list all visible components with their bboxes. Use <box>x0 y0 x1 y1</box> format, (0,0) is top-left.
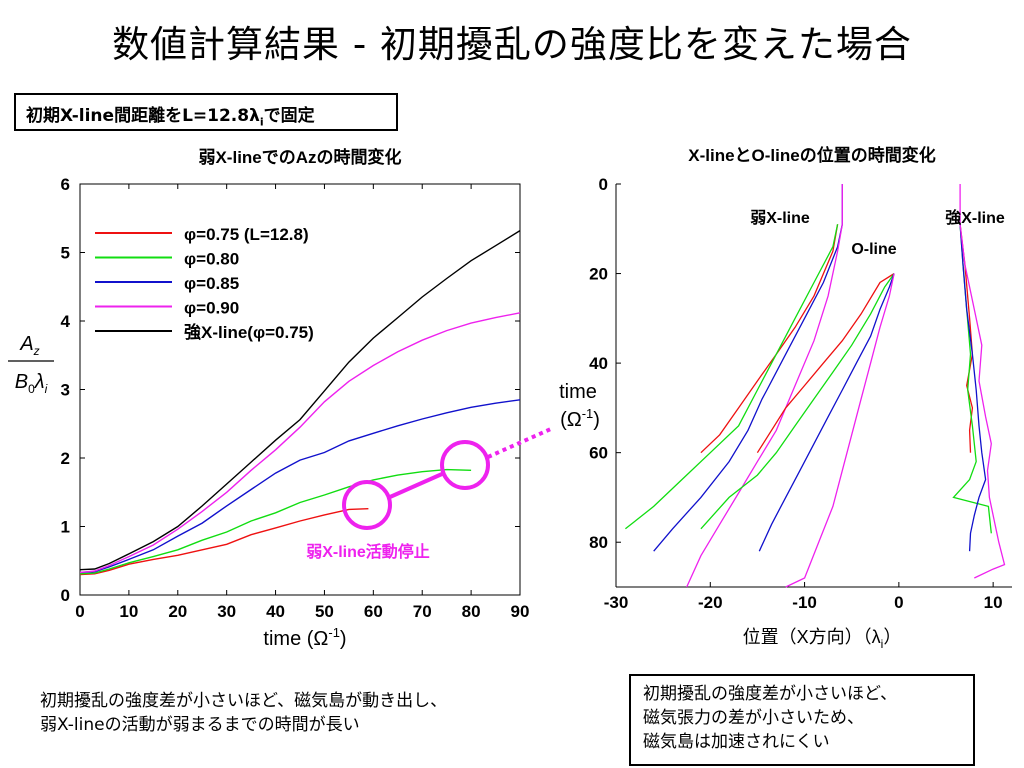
left-x-tick-label: 0 <box>75 602 84 621</box>
right-y-axis-label: time <box>559 381 597 403</box>
left-y-tick-label: 1 <box>61 518 70 537</box>
left-x-tick-label: 20 <box>168 602 187 621</box>
left-series-line-green <box>79 468 472 575</box>
left-series-line-red <box>79 508 369 576</box>
right-y-axis-label-unit: (Ω-1) <box>560 406 600 431</box>
left-x-tick-label: 70 <box>413 602 432 621</box>
right-x-tick-label: -10 <box>792 593 817 612</box>
left-x-tick-label: 50 <box>315 602 334 621</box>
left-chart-frame <box>79 183 521 596</box>
right-series-line-magenta <box>959 184 1006 579</box>
right-series-line-red <box>756 273 895 454</box>
right-series-line-magenta <box>785 273 895 588</box>
left-x-tick-label: 40 <box>266 602 285 621</box>
left-x-tick-label: 80 <box>462 602 481 621</box>
left-x-tick-label: 90 <box>511 602 530 621</box>
slide-title: 数値計算結果 - 初期擾乱の強度比を変えた場合 <box>112 23 912 66</box>
left-y-tick-label: 3 <box>61 381 70 400</box>
fixed-distance-note: 初期X-line間距離をL=12.8λiで固定 <box>14 93 398 131</box>
bottom-right-note-line: 初期擾乱の強度差が小さいほど、 <box>643 684 898 704</box>
right-y-tick-label: 20 <box>589 265 608 284</box>
legend-entry: φ=0.75 (L=12.8) <box>184 225 309 244</box>
bottom-left-note-line: 初期擾乱の強度差が小さいほど、磁気島が動き出し、 <box>40 691 448 711</box>
left-series-line-magenta <box>79 312 521 574</box>
legend-entry: φ=0.90 <box>184 299 239 318</box>
right-chart-title: X-lineとO-lineの位置の時間変化 <box>688 145 935 165</box>
right-x-tick-label: -20 <box>698 593 723 612</box>
right-y-tick-label: 80 <box>589 533 608 552</box>
bottom-right-note-line: 磁気島は加速されにくい <box>643 732 830 752</box>
label-o-line: O-line <box>851 241 896 258</box>
right-x-axis-label: 位置（X方向）（λi） <box>743 627 902 651</box>
left-y-axis-label-denominator: B0λi <box>15 371 48 396</box>
right-x-tick-label: 10 <box>984 593 1003 612</box>
right-y-tick-label: 60 <box>589 444 608 463</box>
left-y-tick-label: 6 <box>61 175 70 194</box>
right-series-line-blue <box>653 184 843 552</box>
label-weak-x-line: 弱X-line <box>750 209 810 227</box>
right-x-tick-label: -30 <box>604 593 629 612</box>
left-y-tick-label: 5 <box>61 244 70 263</box>
left-x-tick-label: 10 <box>119 602 138 621</box>
right-series-line-red <box>700 224 839 454</box>
left-series-line-black <box>79 230 521 571</box>
bottom-right-note-line: 磁気張力の差が小さいため、 <box>643 708 864 728</box>
right-x-tick-label: 0 <box>894 593 903 612</box>
left-y-tick-label: 4 <box>61 312 71 331</box>
right-series-line-green <box>700 273 895 530</box>
legend-entry: φ=0.80 <box>184 250 239 269</box>
left-y-tick-label: 2 <box>61 449 70 468</box>
legend-entry: 強X-line(φ=0.75) <box>184 322 314 342</box>
right-y-tick-label: 40 <box>589 354 608 373</box>
fixed-note-prefix: 初期X-line間距離をL=12.8λ <box>26 106 260 126</box>
left-y-axis-label-numerator: Az <box>19 333 39 358</box>
left-chart-title: 弱X-lineでのAzの時間変化 <box>198 147 401 167</box>
annotation-dotted-link <box>487 426 554 459</box>
left-x-tick-label: 60 <box>364 602 383 621</box>
legend-entry: φ=0.85 <box>184 274 239 293</box>
right-series-line-blue <box>758 273 895 552</box>
label-strong-x-line: 強X-line <box>945 208 1005 227</box>
bottom-left-note: 初期擾乱の強度差が小さいほど、磁気島が動き出し、 弱X-lineの活動が弱まるま… <box>40 689 447 737</box>
left-series-line-blue <box>79 399 521 574</box>
right-y-tick-label: 0 <box>599 175 608 194</box>
annotation-label-activity-stop: 弱X-line活動停止 <box>306 542 430 561</box>
fixed-note-subscript: i <box>259 115 264 129</box>
right-series-line-green <box>952 224 992 534</box>
left-x-axis-label: time (Ω-1) <box>263 625 346 650</box>
left-y-tick-label: 0 <box>61 586 70 605</box>
annotation-connector <box>389 472 443 499</box>
bottom-left-note-line: 弱X-lineの活動が弱まるまでの時間が長い <box>40 715 360 735</box>
annotation-circle-green-end <box>440 440 490 490</box>
bottom-right-note: 初期擾乱の強度差が小さいほど、 磁気張力の差が小さいため、 磁気島は加速されにく… <box>629 674 975 766</box>
annotation-circle-red-end <box>342 480 392 530</box>
left-x-tick-label: 30 <box>217 602 236 621</box>
right-series-line-blue <box>959 224 987 552</box>
right-series-line-magenta <box>686 184 843 588</box>
right-series-line-green <box>624 224 839 530</box>
fixed-note-suffix: で固定 <box>263 106 315 126</box>
